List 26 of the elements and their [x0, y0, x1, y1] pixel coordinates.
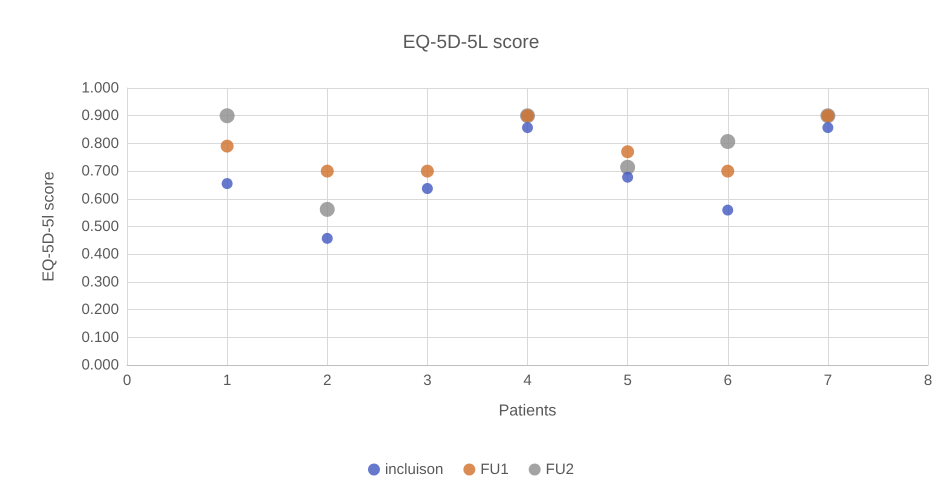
y-tick-label: 0.100 [81, 328, 119, 346]
x-tick-label: 2 [323, 372, 332, 389]
x-axis-title: Patients [498, 402, 556, 420]
y-tick-label: 0.800 [81, 134, 119, 152]
y-tick-label: 0.200 [81, 301, 119, 318]
x-tick-label: 7 [824, 372, 832, 389]
x-tick-label: 1 [222, 372, 232, 389]
legend-label: FU2 [546, 461, 574, 478]
x-tick-label: 6 [724, 372, 732, 389]
legend-label: incluison [384, 461, 444, 478]
y-tick-label: 0.000 [81, 356, 119, 374]
x-tick-label: 0 [122, 372, 132, 389]
y-tick-label: 0.700 [81, 162, 119, 180]
x-tick-label: 8 [924, 372, 932, 389]
y-tick-label: 0.300 [81, 273, 119, 290]
legend-label: FU1 [480, 461, 509, 478]
y-tick-label: 0.600 [81, 190, 119, 208]
y-tick-label: 1.000 [81, 80, 119, 96]
y-axis-title: EQ-5D-5l score [40, 171, 58, 282]
x-tick-label: 5 [623, 372, 632, 389]
y-tick-label: 0.900 [81, 107, 119, 124]
y-tick-label: 0.400 [81, 246, 119, 263]
x-tick-label: 3 [423, 372, 432, 389]
x-tick-label: 4 [523, 372, 532, 389]
chart-title: EQ-5D-5L score [402, 32, 540, 53]
y-tick-label: 0.500 [81, 218, 119, 235]
